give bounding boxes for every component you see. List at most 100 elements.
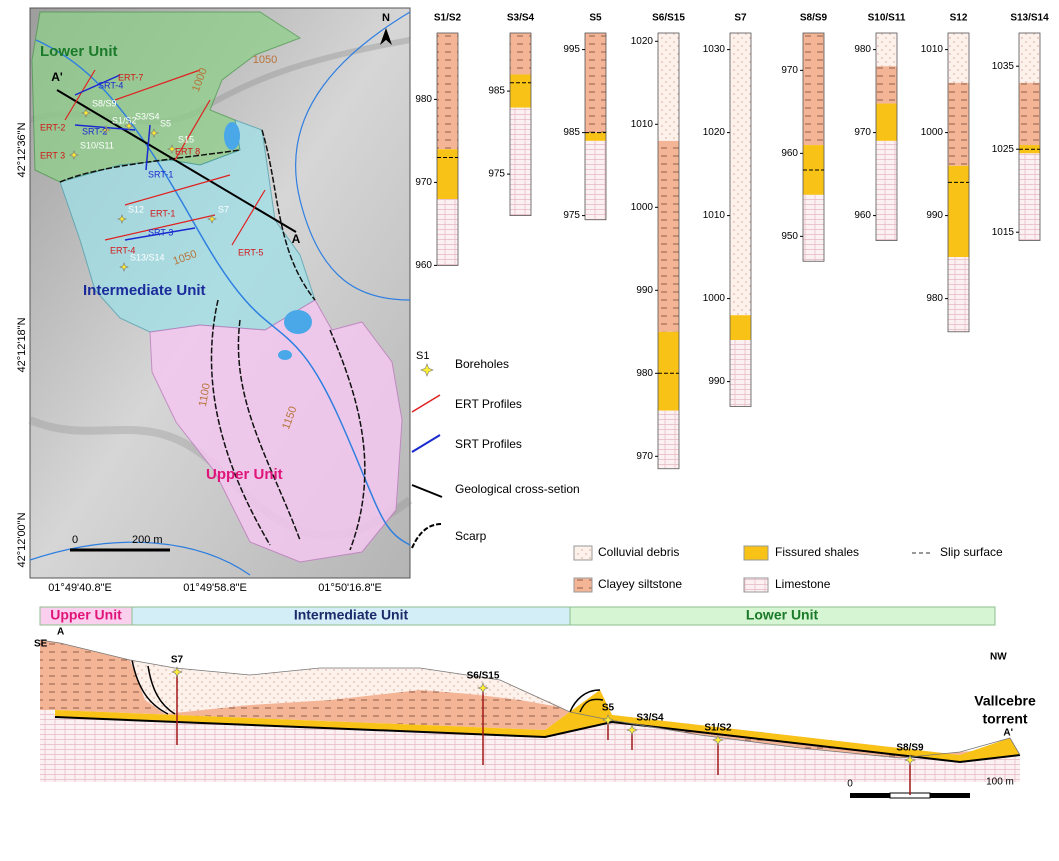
lithology-label: Limestone bbox=[775, 577, 831, 591]
borehole-star bbox=[602, 714, 614, 726]
borehole-star bbox=[171, 666, 183, 678]
section-scale-bar bbox=[850, 793, 890, 798]
borehole-star bbox=[119, 262, 129, 272]
limestone-body bbox=[40, 640, 1020, 782]
log-tick-label: 970 bbox=[636, 451, 653, 462]
log-layer bbox=[948, 33, 969, 83]
log-layer bbox=[437, 199, 458, 266]
log-layer bbox=[510, 33, 531, 75]
borehole-label: S10/S11 bbox=[80, 140, 114, 150]
pond bbox=[224, 122, 240, 150]
borehole-star bbox=[117, 214, 127, 224]
ert-label: ERT-7 bbox=[118, 72, 143, 82]
log-layer bbox=[948, 82, 969, 166]
ert-line bbox=[231, 189, 266, 246]
river bbox=[295, 11, 411, 301]
unit-label: Upper Unit bbox=[206, 466, 283, 483]
log-layer bbox=[803, 33, 824, 146]
section-scarp bbox=[131, 659, 604, 715]
log-tick-label: 1000 bbox=[921, 127, 944, 138]
section-scale-bar bbox=[930, 793, 970, 798]
log-layer bbox=[730, 315, 751, 341]
log-tick-label: 1035 bbox=[992, 61, 1015, 72]
borehole-star bbox=[101, 125, 111, 135]
section-borehole-label: S1/S2 bbox=[704, 723, 732, 734]
log-frame bbox=[802, 32, 825, 262]
section-end-label: A' bbox=[51, 70, 63, 84]
ert-label: ERT-2 bbox=[40, 122, 65, 132]
srt-lines bbox=[74, 74, 196, 241]
borehole-star bbox=[149, 128, 159, 138]
log-tick-label: 985 bbox=[488, 86, 505, 97]
map-legend bbox=[411, 394, 443, 549]
log-tick-label: 980 bbox=[854, 44, 871, 55]
lithology-label: Colluvial debris bbox=[598, 545, 679, 559]
ert-line bbox=[124, 174, 231, 206]
log-layer bbox=[1019, 145, 1040, 154]
intermediate-unit-area bbox=[59, 119, 316, 333]
log-layer bbox=[803, 145, 824, 195]
borehole-label: S3/S4 bbox=[135, 111, 160, 121]
ert-line bbox=[104, 214, 216, 241]
borehole-label: S7 bbox=[218, 204, 229, 214]
log-title: S8/S9 bbox=[800, 13, 828, 24]
log-tick-label: 980 bbox=[415, 94, 432, 105]
section-end-label: SE bbox=[34, 639, 48, 650]
log-layer bbox=[585, 140, 606, 220]
legend-swatch bbox=[573, 577, 593, 593]
legend-srt-symbol bbox=[411, 434, 441, 453]
map bbox=[28, 7, 413, 579]
srt-line bbox=[124, 227, 196, 241]
unit-bar-label: Upper Unit bbox=[50, 607, 122, 623]
lithology-legend bbox=[573, 545, 932, 593]
section-borehole-label: S5 bbox=[602, 703, 615, 714]
log-tick-label: 985 bbox=[563, 127, 580, 138]
log-layer bbox=[948, 257, 969, 332]
log-layer bbox=[876, 140, 897, 241]
section-scale-label: 0 bbox=[847, 779, 853, 790]
log-frame bbox=[657, 32, 680, 470]
log-title: S13/S14 bbox=[1010, 13, 1049, 24]
log-layer bbox=[876, 66, 897, 104]
ert-line bbox=[174, 99, 211, 161]
section-end-label: A' bbox=[1003, 728, 1013, 739]
lithology-label: Fissured shales bbox=[775, 545, 859, 559]
log-title: S5 bbox=[589, 13, 602, 24]
section-end-label: A bbox=[57, 627, 64, 638]
river-label: Vallcebre bbox=[974, 693, 1036, 709]
lithology-label: Slip surface bbox=[940, 545, 1003, 559]
legend-scarp-symbol bbox=[411, 523, 443, 549]
legend-label: Geological cross-setion bbox=[455, 482, 580, 496]
borehole-label: S5 bbox=[160, 118, 171, 128]
log-title: S3/S4 bbox=[507, 13, 535, 24]
log-tick-label: 970 bbox=[415, 177, 432, 188]
srt-label: SRT-4 bbox=[98, 80, 123, 90]
river bbox=[29, 541, 251, 576]
log-layer bbox=[803, 194, 824, 262]
log-frame bbox=[509, 32, 532, 217]
borehole-star bbox=[904, 754, 916, 766]
log-layer bbox=[585, 33, 606, 133]
section-borehole-label: S7 bbox=[171, 655, 184, 666]
scale-label: 0 bbox=[72, 534, 78, 546]
ert-label: ERT 3 bbox=[40, 150, 65, 160]
borehole-star bbox=[712, 734, 724, 746]
pond bbox=[284, 310, 312, 334]
log-tick-label: 960 bbox=[781, 148, 798, 159]
log-layer bbox=[730, 33, 751, 316]
borehole-star bbox=[167, 144, 177, 154]
borehole-star bbox=[81, 108, 91, 118]
legend-ert-symbol bbox=[411, 394, 441, 413]
river bbox=[35, 39, 411, 546]
log-tick-label: 1015 bbox=[992, 227, 1015, 238]
legend-label: ERT Profiles bbox=[455, 397, 522, 411]
log-title: S6/S15 bbox=[652, 13, 685, 24]
log-layer bbox=[658, 33, 679, 141]
borehole-label: S12 bbox=[128, 204, 144, 214]
log-tick-label: 950 bbox=[781, 231, 798, 242]
ert-lines bbox=[64, 69, 266, 246]
ert-label: ERT-1 bbox=[150, 208, 175, 218]
borehole-star bbox=[626, 724, 638, 736]
log-layer bbox=[437, 149, 458, 199]
borehole-label: S8/S9 bbox=[92, 98, 117, 108]
